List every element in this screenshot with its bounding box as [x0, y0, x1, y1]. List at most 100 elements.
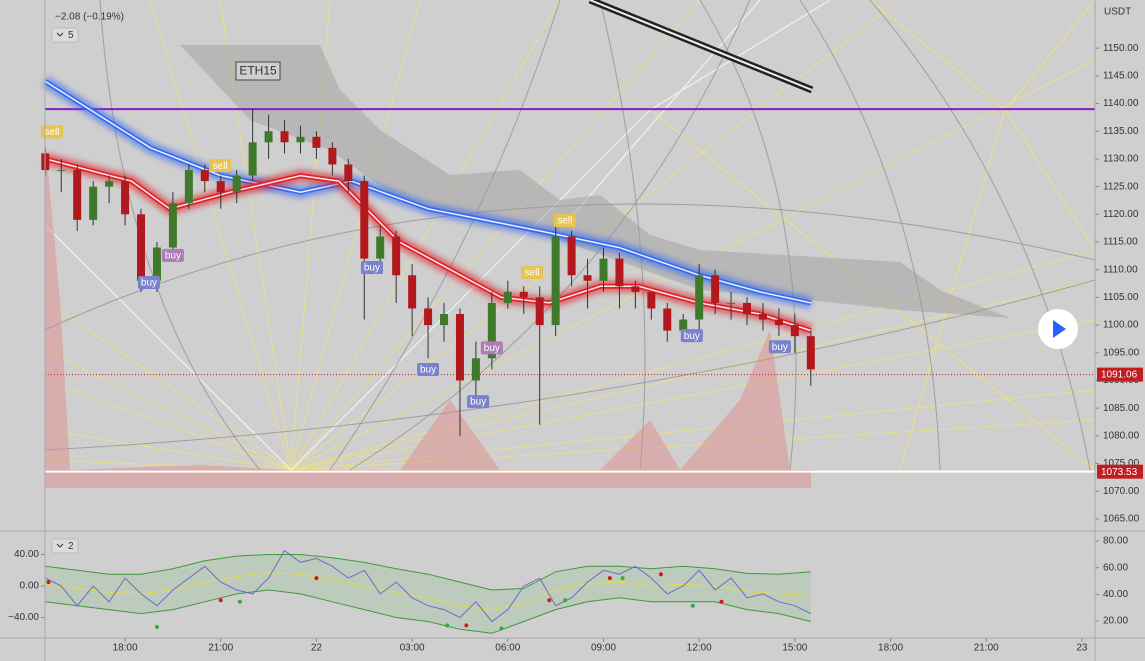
indicator-toggle[interactable] — [51, 27, 79, 43]
ma-core — [45, 158, 812, 332]
fan-line — [290, 0, 421, 471]
candle-body — [774, 319, 783, 326]
fan-line — [44, 349, 292, 471]
chevron — [56, 543, 64, 548]
x-tick-label: 09:00 — [591, 643, 616, 654]
y-tick-label: 1070.00 — [1103, 486, 1140, 497]
y2-tick-label: 80.00 — [1103, 536, 1128, 547]
candle-body — [73, 170, 82, 220]
arc-line — [799, 0, 941, 471]
signal-label: sell — [45, 127, 60, 138]
price-change: −2.08 (−0.19%) — [55, 12, 124, 23]
candle-body — [663, 308, 672, 331]
candle-body — [440, 314, 449, 326]
fan-line — [290, 0, 901, 471]
candle-body — [264, 131, 273, 143]
y-tick-label: 1100.00 — [1103, 320, 1139, 331]
fan-line — [1004, 109, 1096, 251]
candle-body — [695, 275, 704, 320]
currency: USDT — [1104, 7, 1131, 18]
fan-line — [290, 0, 561, 471]
candle-body — [360, 181, 369, 259]
candle-body — [647, 291, 656, 309]
x-tick-label: 15:00 — [782, 643, 807, 654]
candle-body — [376, 236, 385, 259]
candle-body — [344, 164, 353, 182]
arc-line — [329, 0, 561, 471]
arc-line — [44, 203, 1096, 331]
signal-label: buy — [165, 251, 181, 262]
y-tick-label: 1130.00 — [1103, 154, 1139, 165]
candle-body — [200, 170, 209, 182]
oscillator-panel: −40.00 0.00 40.00 20.00 40.00 60.00 80.00 — [8, 536, 1128, 634]
signal-dot — [46, 580, 51, 585]
signal-dot — [658, 572, 663, 577]
candle-body — [168, 203, 177, 248]
signal-label: sell — [525, 268, 540, 279]
candle-body — [121, 181, 130, 215]
arc-line — [44, 279, 1096, 451]
candle-body — [599, 258, 608, 281]
price-tag — [1097, 464, 1143, 479]
candle-body — [790, 325, 799, 337]
signal-tag — [209, 159, 232, 173]
signal-label: buy — [420, 365, 436, 376]
candle-body — [679, 319, 688, 331]
y-tick-label: 1150.00 — [1103, 43, 1139, 54]
signal-tag — [41, 125, 64, 139]
signal-tag — [417, 362, 440, 376]
candle-body — [280, 131, 289, 143]
candle-body — [312, 136, 321, 148]
candle-body — [455, 314, 464, 381]
candle-body — [248, 142, 257, 176]
signal-tag — [680, 329, 703, 343]
candle-body — [583, 275, 592, 281]
arc-line — [99, 0, 261, 471]
candle-body — [408, 275, 417, 309]
signal-dot — [690, 603, 695, 608]
signal-tag — [137, 275, 160, 289]
signal-dot — [607, 576, 612, 581]
fan-line — [219, 0, 292, 471]
indicator-toggle[interactable] — [51, 538, 79, 554]
fan-line — [44, 429, 292, 471]
oscillator-line — [45, 549, 812, 623]
y-tick-label: 1110.00 — [1103, 264, 1138, 275]
candle-body — [551, 236, 560, 326]
signal-dot — [719, 599, 724, 604]
signal-dot — [218, 598, 223, 603]
fan-line — [44, 299, 292, 471]
x-tick-label: 03:00 — [400, 643, 425, 654]
symbol-label-box — [235, 61, 281, 81]
signal-label: sell — [557, 216, 572, 227]
play-icon — [1053, 320, 1066, 338]
y-tick-label: 1140.00 — [1103, 98, 1139, 109]
volume-shade — [45, 140, 811, 488]
signal-tag — [161, 248, 184, 262]
y-tick-label: 1135.00 — [1103, 126, 1139, 137]
x-tick-label: 22 — [311, 643, 323, 654]
signal-tag — [480, 341, 503, 355]
fan-line — [559, 0, 761, 231]
ma-core — [44, 80, 811, 304]
y-tick-label: 1075.00 — [1103, 458, 1140, 469]
y-tick-label: 1080.00 — [1103, 430, 1140, 441]
arc-line — [599, 0, 646, 471]
candle-body — [806, 336, 815, 370]
candle-body — [328, 147, 337, 165]
candle-body — [216, 181, 225, 193]
candle-body — [424, 308, 433, 326]
candle-body — [487, 302, 496, 359]
candle-body — [471, 358, 480, 381]
price-panel: 1065.001070.001075.001080.001085.001090.… — [41, 43, 1143, 654]
fan-line — [290, 0, 331, 471]
candle-body — [727, 302, 736, 304]
fan-line — [149, 0, 292, 471]
y-tick-label: 40.00 — [14, 549, 39, 560]
signal-dot — [547, 598, 552, 603]
price-tag-label: 1073.53 — [1101, 467, 1138, 478]
candle-body — [137, 214, 146, 281]
arc-line — [349, 0, 751, 471]
candle-body — [503, 291, 512, 303]
candle-body — [567, 236, 576, 276]
